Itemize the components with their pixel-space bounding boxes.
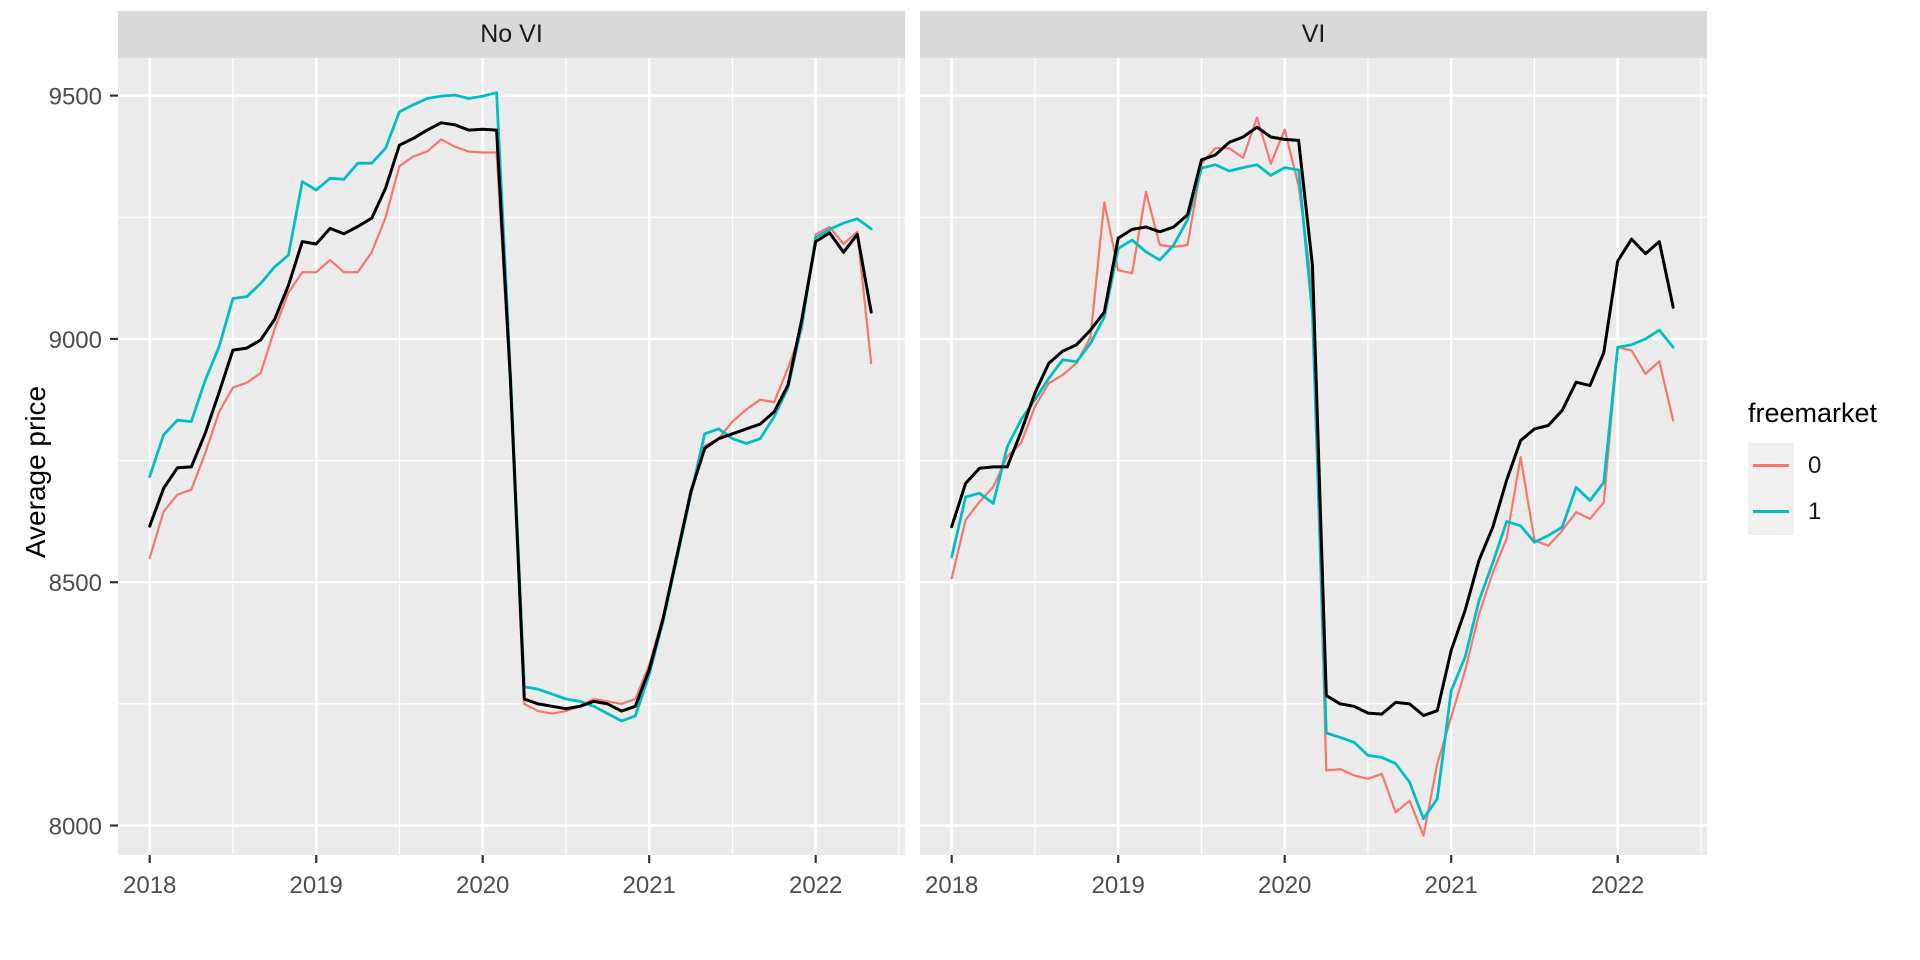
legend-key-line: [1753, 510, 1789, 513]
x-tick-label: 2018: [925, 872, 978, 899]
legend-item-label: 0: [1808, 452, 1822, 479]
panel-background: [920, 58, 1707, 855]
facet-strip-label: VI: [1301, 20, 1326, 48]
y-axis-title: Average price: [20, 385, 51, 559]
legend-item-label: 1: [1808, 498, 1822, 525]
x-tick-label: 2022: [1591, 872, 1644, 899]
panel-background: [118, 58, 905, 855]
facet-strip-label: No VI: [480, 20, 543, 48]
x-tick-label: 2020: [1258, 872, 1311, 899]
series-line-overall: [148, 121, 873, 713]
x-tick-label: 2018: [123, 872, 176, 899]
x-tick-label: 2019: [1092, 872, 1145, 899]
y-tick-label: 9500: [49, 84, 102, 111]
facet-strip-vi: VI: [920, 11, 1707, 58]
legend-key-line: [1753, 464, 1789, 467]
x-tick-label: 2022: [789, 872, 842, 899]
x-tick-label: 2019: [290, 872, 343, 899]
y-tick-label: 9000: [49, 327, 102, 354]
legend-item-1: 1: [1748, 489, 1877, 535]
legend-key-swatch: [1748, 489, 1794, 535]
x-tick-label: 2021: [623, 872, 676, 899]
y-tick-label: 8500: [49, 570, 102, 597]
legend-title: freemarket: [1748, 398, 1878, 428]
legend-key-swatch: [1748, 443, 1794, 489]
y-tick-label: 8000: [49, 814, 102, 841]
facet-strip-no-vi: No VI: [118, 11, 905, 58]
x-tick-label: 2021: [1425, 872, 1478, 899]
legend-item-0: 0: [1748, 443, 1877, 489]
series-line-freemarket-1: [950, 163, 1675, 821]
series-line-overall: [950, 125, 1675, 717]
x-tick-label: 2020: [456, 872, 509, 899]
